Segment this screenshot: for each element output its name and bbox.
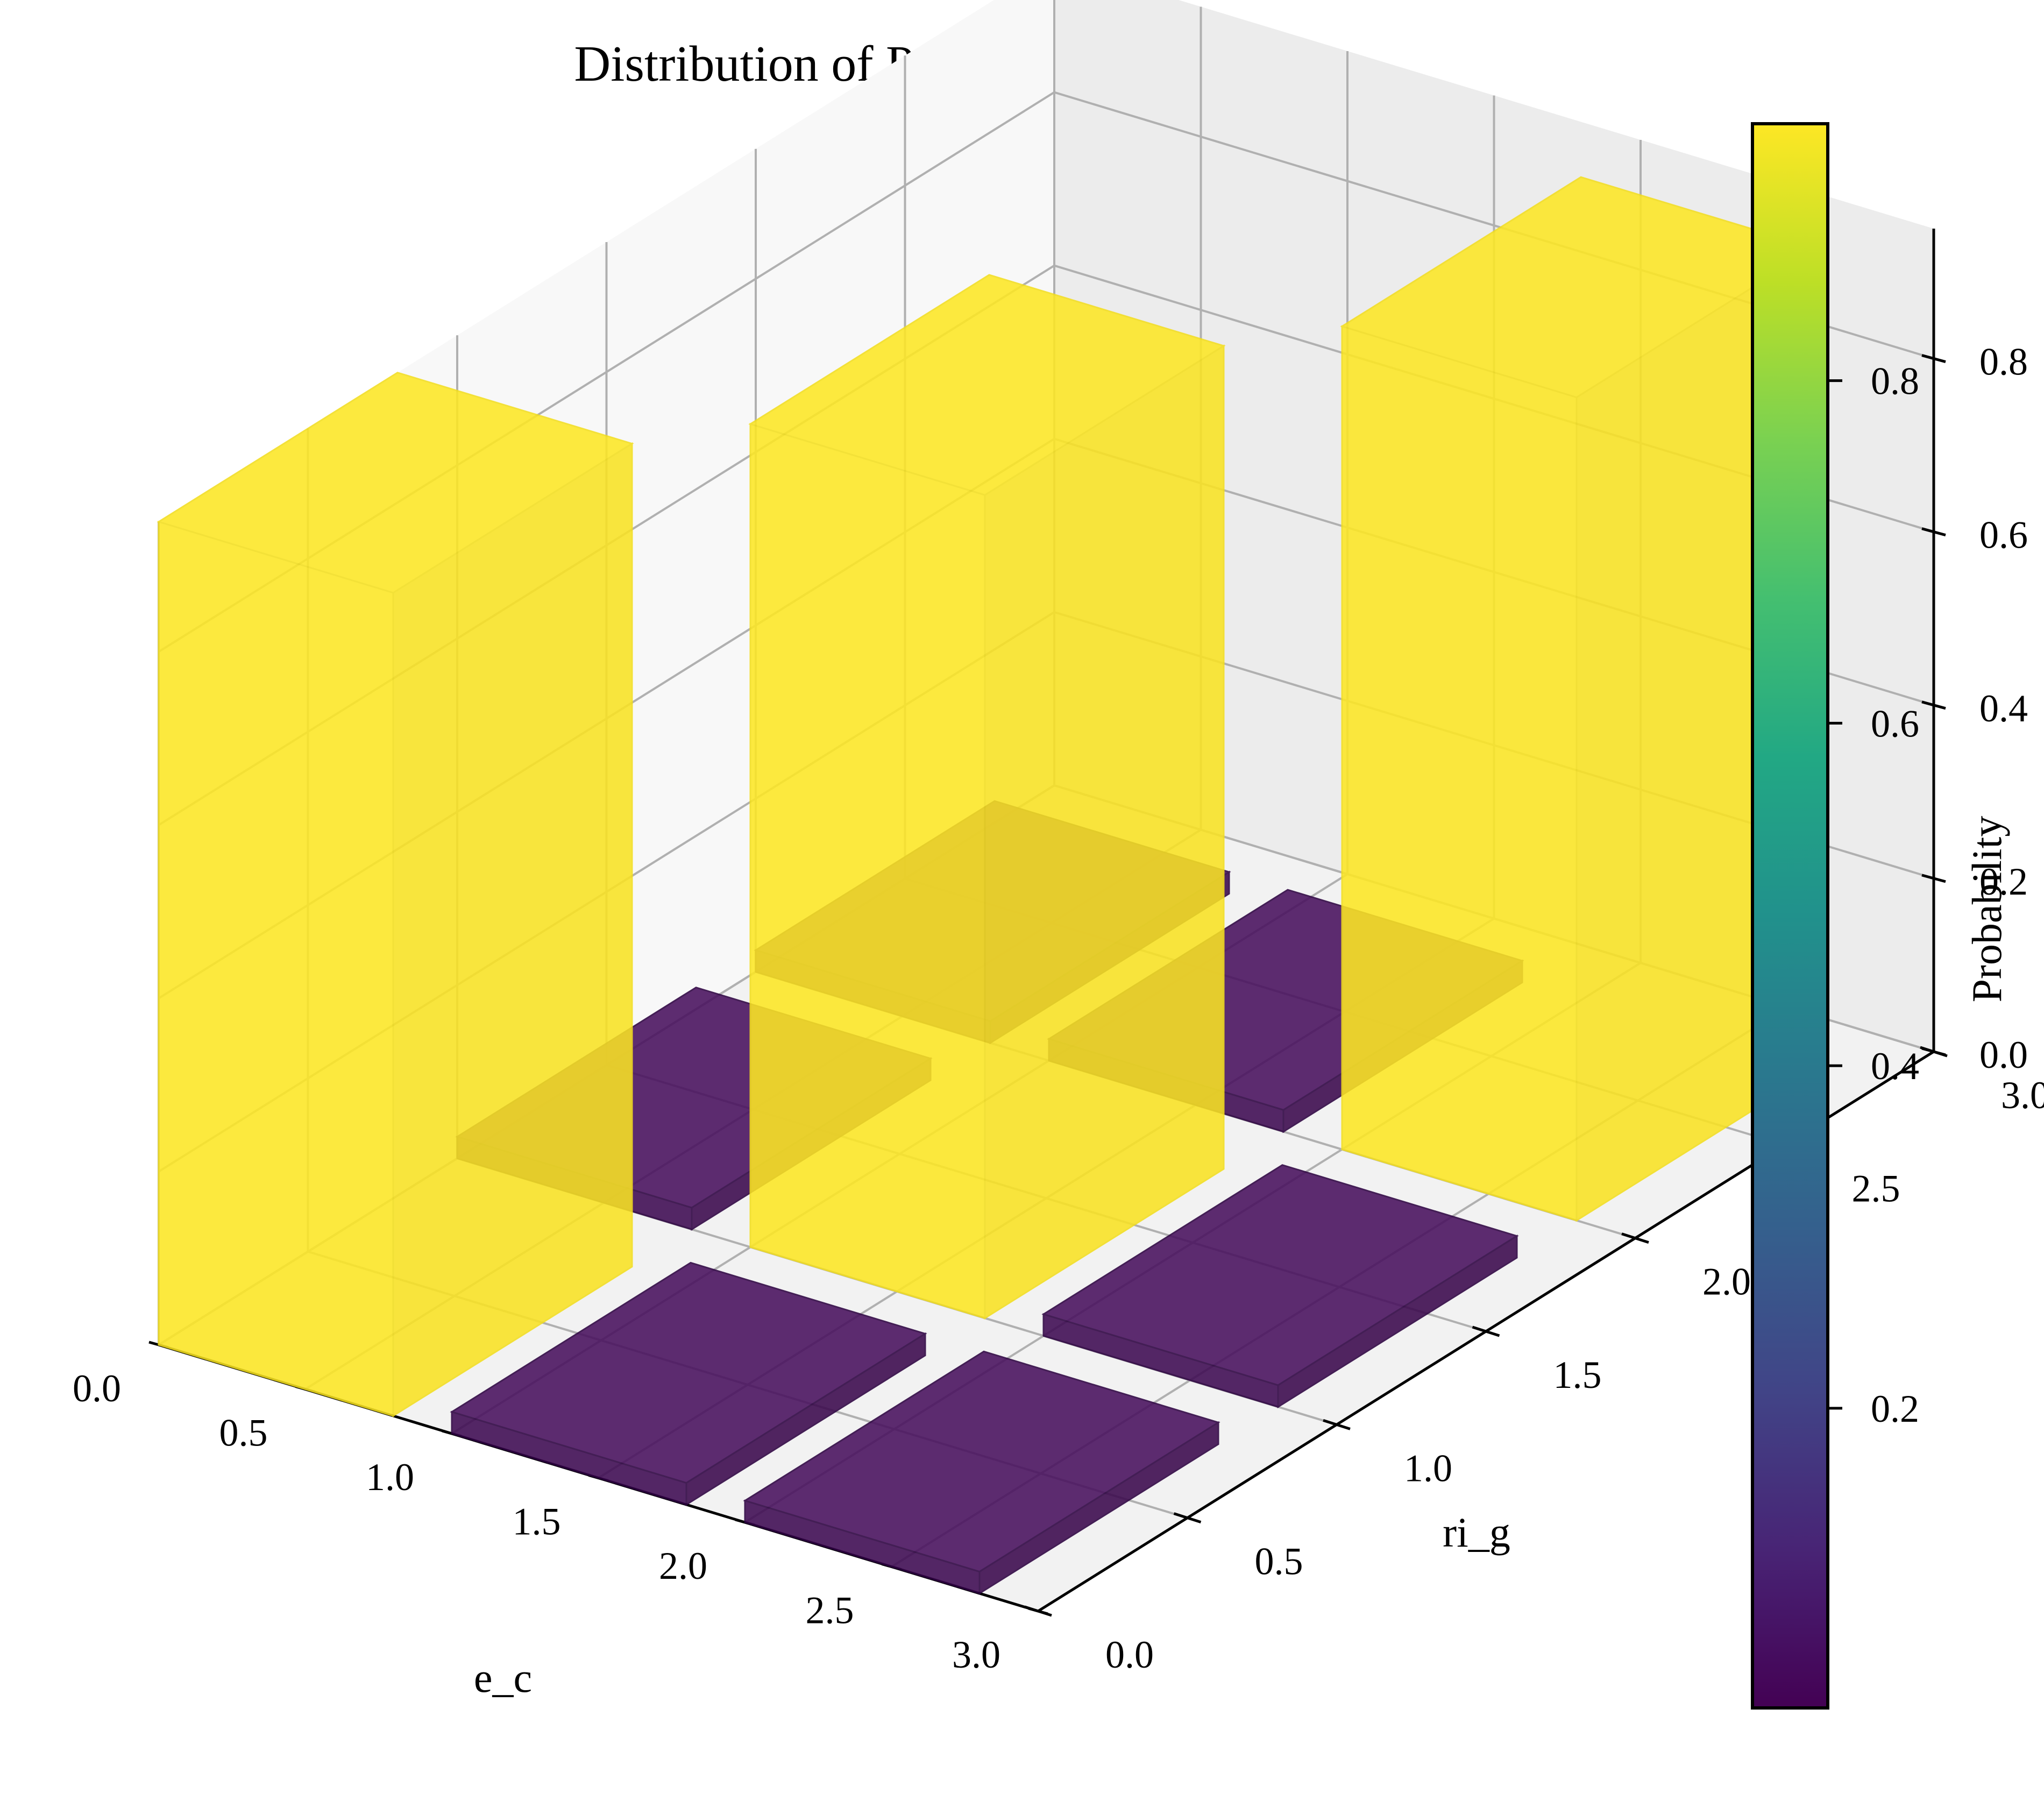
y-tick	[1472, 1325, 1500, 1337]
z-tick	[1921, 874, 1946, 883]
colorbar: 0.2 0.4 0.6 0.8 Probability	[1751, 122, 2010, 1710]
z-tick	[1921, 354, 1946, 363]
colorbar-tick-label: 0.4	[1871, 1045, 1919, 1088]
z-tick	[1921, 700, 1946, 710]
bar-side-face	[685, 1332, 926, 1506]
bar-side-face	[392, 442, 633, 1417]
bar	[1041, 1164, 1519, 1409]
colorbar-tick-label: 0.2	[1871, 1387, 1919, 1430]
z-tick	[1921, 527, 1946, 537]
z-tick-label: 0.4	[1979, 687, 2028, 730]
z-tick-label: 0.0	[1979, 1033, 2028, 1076]
z-tick-label: 0.6	[1979, 514, 2028, 557]
bar-front-face	[749, 423, 986, 1320]
bar	[157, 372, 634, 1417]
x-tick-label: 2.0	[659, 1544, 707, 1587]
y-tick-label: 2.0	[1702, 1260, 1751, 1303]
x-tick-label: 2.5	[806, 1589, 854, 1632]
y-tick-label: 1.5	[1553, 1353, 1602, 1396]
z-tick-label: 0.2	[1979, 860, 2028, 903]
x-tick-label: 0.5	[219, 1412, 268, 1455]
x-axis-label: e_c	[474, 1654, 532, 1701]
x-tick-label: 1.5	[513, 1500, 561, 1543]
y-tick	[1173, 1512, 1202, 1524]
y-tick	[1323, 1419, 1351, 1430]
y-axis-label: ri_g	[1443, 1509, 1510, 1556]
bar-front-face	[158, 520, 394, 1417]
y-tick-label: 3.0	[2001, 1074, 2044, 1117]
bar-side-face	[978, 1421, 1219, 1595]
colorbar-tick-label: 0.8	[1871, 360, 1919, 403]
y-tick-label: 0.0	[1105, 1633, 1154, 1676]
bars-group	[157, 176, 1818, 1595]
y-tick-label: 1.0	[1404, 1447, 1452, 1490]
bar	[450, 1261, 927, 1506]
bar	[748, 274, 1226, 1320]
bar-side-face	[1277, 1234, 1518, 1409]
x-tick	[1028, 1607, 1048, 1615]
z-tick-label: 0.8	[1979, 341, 2028, 384]
colorbar-ticks: 0.2 0.4 0.6 0.8	[1828, 360, 1919, 1430]
colorbar-label: Probability	[1963, 816, 2010, 1003]
bar	[743, 1350, 1220, 1595]
x-tick-label: 0.0	[73, 1367, 121, 1410]
colorbar-tick-label: 0.6	[1871, 702, 1919, 745]
z-tick	[1921, 1047, 1946, 1057]
y-tick-label: 0.5	[1255, 1540, 1303, 1583]
colorbar-fill	[1751, 122, 1829, 1710]
bar-front-face	[1341, 325, 1578, 1222]
x-tick-label: 1.0	[366, 1456, 414, 1499]
bar-side-face	[984, 344, 1225, 1320]
bar	[1340, 176, 1818, 1222]
x-tick-label: 3.0	[952, 1633, 1000, 1676]
tick-labels: 0.00.51.01.52.02.53.0 0.00.51.01.52.02.53…	[73, 341, 2044, 1676]
y-tick-label: 2.5	[1852, 1167, 1900, 1210]
y-tick	[1621, 1232, 1649, 1244]
